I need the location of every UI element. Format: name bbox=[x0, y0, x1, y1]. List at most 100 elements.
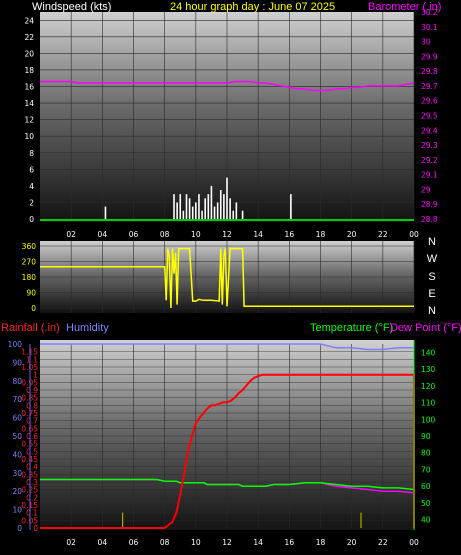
temperature-y-tick-label: 110 bbox=[421, 399, 436, 408]
humidity-series bbox=[40, 343, 414, 351]
dewpoint-label: Dew Point (°F) bbox=[390, 322, 461, 334]
direction-y-tick-label: 90 bbox=[26, 289, 36, 298]
direction-y-tick-label: 270 bbox=[22, 258, 37, 267]
wind-bar bbox=[207, 194, 210, 219]
humidity-y-tick-label: 20 bbox=[12, 487, 22, 496]
wind-y-tick-label: 20 bbox=[24, 49, 34, 58]
wind-bar bbox=[185, 194, 188, 219]
compass-label: W bbox=[427, 253, 438, 265]
rainfall-label: Rainfall (.in) bbox=[1, 322, 60, 334]
barometer-y-tick-label: 28.8 bbox=[421, 215, 438, 224]
wind-bar bbox=[195, 202, 197, 219]
temperature-line bbox=[40, 478, 415, 491]
barometer-label: Barometer (.in) bbox=[368, 1, 441, 13]
rain-x-tick-label: 04 bbox=[98, 538, 108, 547]
barometer-line bbox=[40, 80, 415, 92]
wind-x-tick-labels: 02 04 06 08 10 12 14 16 18 20 22 00 bbox=[66, 230, 419, 239]
rainfall-y-tick-label: 0.8 bbox=[26, 401, 38, 410]
wind-bar bbox=[179, 194, 182, 219]
wind-y-tick-label: 18 bbox=[24, 66, 34, 75]
humidity-y-tick-label: 40 bbox=[12, 450, 22, 459]
rain-x-tick-label: 18 bbox=[316, 538, 326, 547]
wind-bar bbox=[104, 206, 107, 219]
barometer-y-tick-label: 29.5 bbox=[421, 112, 438, 121]
rain-x-tick-label: 08 bbox=[160, 538, 170, 547]
graph-title: 24 hour graph day : June 07 2025 bbox=[170, 1, 335, 13]
wind-bar bbox=[232, 210, 235, 219]
wind-x-tick-label: 06 bbox=[129, 230, 139, 239]
barometer-y-tick-label: 28.9 bbox=[421, 200, 438, 209]
wind-bar bbox=[213, 206, 216, 219]
wind-y-tick-label: 4 bbox=[29, 182, 34, 191]
wind-bar bbox=[201, 210, 203, 219]
wind-bar bbox=[216, 202, 219, 219]
humidity-y-tick-label: 30 bbox=[12, 469, 22, 478]
barometer-y-tick-label: 29.9 bbox=[421, 52, 438, 61]
wind-x-tick-label: 04 bbox=[98, 230, 108, 239]
direction-line bbox=[40, 247, 414, 309]
rain-rate-bar bbox=[121, 512, 124, 528]
barometer-y-tick-label: 29.8 bbox=[421, 67, 438, 76]
wind-bar bbox=[182, 210, 185, 219]
rainfall-line bbox=[40, 373, 415, 529]
barometer-y-tick-label: 29.6 bbox=[421, 97, 438, 106]
direction-y-tick-labels: 0 90 180 270 360 bbox=[22, 242, 37, 313]
humidity-y-tick-label: 60 bbox=[12, 414, 22, 423]
direction-y-tick-label: 0 bbox=[31, 304, 36, 313]
wind-bar bbox=[223, 194, 225, 219]
wind-x-tick-label: 14 bbox=[253, 230, 263, 239]
wind-bar bbox=[241, 210, 244, 219]
rainfall-y-tick-label: 0.9 bbox=[26, 386, 38, 395]
humidity-y-tick-label: 50 bbox=[12, 432, 22, 441]
rain-x-tick-label: 22 bbox=[378, 538, 388, 547]
humidity-line bbox=[40, 343, 414, 351]
compass-label: S bbox=[428, 271, 435, 283]
barometer-y-tick-label: 30.2 bbox=[421, 8, 438, 17]
wind-y-tick-label: 24 bbox=[24, 16, 34, 25]
direction-grid bbox=[40, 241, 415, 313]
wind-x-tick-label: 20 bbox=[347, 230, 357, 239]
rainfall-y-tick-label: 0.7 bbox=[26, 417, 38, 426]
humidity-y-tick-label: 0 bbox=[17, 524, 22, 533]
rain-x-tick-label: 10 bbox=[191, 538, 201, 547]
wind-bar bbox=[219, 190, 222, 219]
temperature-y-tick-label: 100 bbox=[421, 415, 436, 424]
rainfall-y-tick-label: 1 bbox=[33, 371, 38, 380]
temperature-y-tick-label: 80 bbox=[421, 449, 431, 458]
wind-bar bbox=[198, 194, 200, 219]
temperature-y-tick-label: 90 bbox=[421, 432, 431, 441]
humidity-label: Humidity bbox=[66, 322, 109, 334]
barometer-y-tick-label: 30 bbox=[421, 38, 431, 47]
humidity-y-tick-label: 10 bbox=[12, 506, 22, 515]
rainfall-y-tick-label: 0.5 bbox=[26, 447, 38, 456]
rainfall-y-tick-label: 0.4 bbox=[26, 463, 38, 472]
direction-series bbox=[40, 247, 414, 309]
temperature-y-tick-label: 50 bbox=[421, 499, 431, 508]
wind-x-tick-label: 02 bbox=[66, 230, 76, 239]
rain-x-tick-label: 02 bbox=[66, 538, 76, 547]
wind-y-tick-label: 14 bbox=[24, 99, 34, 108]
rainfall-y-tick-label: 1.1 bbox=[26, 355, 38, 364]
compass-label: N bbox=[428, 305, 436, 317]
wind-bar bbox=[290, 194, 292, 219]
wind-x-tick-label: 08 bbox=[160, 230, 170, 239]
temperature-y-tick-label: 40 bbox=[421, 516, 431, 525]
barometer-y-tick-label: 29.1 bbox=[421, 171, 438, 180]
wind-x-tick-label: 22 bbox=[378, 230, 388, 239]
barometer-y-tick-label: 29.3 bbox=[421, 141, 438, 150]
humidity-y-tick-label: 80 bbox=[12, 377, 22, 386]
wind-y-tick-label: 16 bbox=[24, 83, 34, 92]
rain-x-tick-label: 12 bbox=[222, 538, 232, 547]
wind-y-tick-label: 0 bbox=[29, 215, 34, 224]
barometer-y-tick-label: 29 bbox=[421, 185, 431, 194]
temperature-y-tick-labels: 40 50 60 70 80 90 100 110 120 130 140 bbox=[421, 348, 436, 524]
rainfall-y-tick-label: 0.6 bbox=[26, 432, 38, 441]
rainfall-y-tick-label: 0.1 bbox=[26, 509, 38, 518]
rain-rate-series bbox=[121, 512, 362, 528]
wind-bar bbox=[204, 198, 206, 219]
temperature-y-tick-label: 130 bbox=[421, 365, 436, 374]
temperature-y-tick-label: 140 bbox=[421, 348, 436, 357]
